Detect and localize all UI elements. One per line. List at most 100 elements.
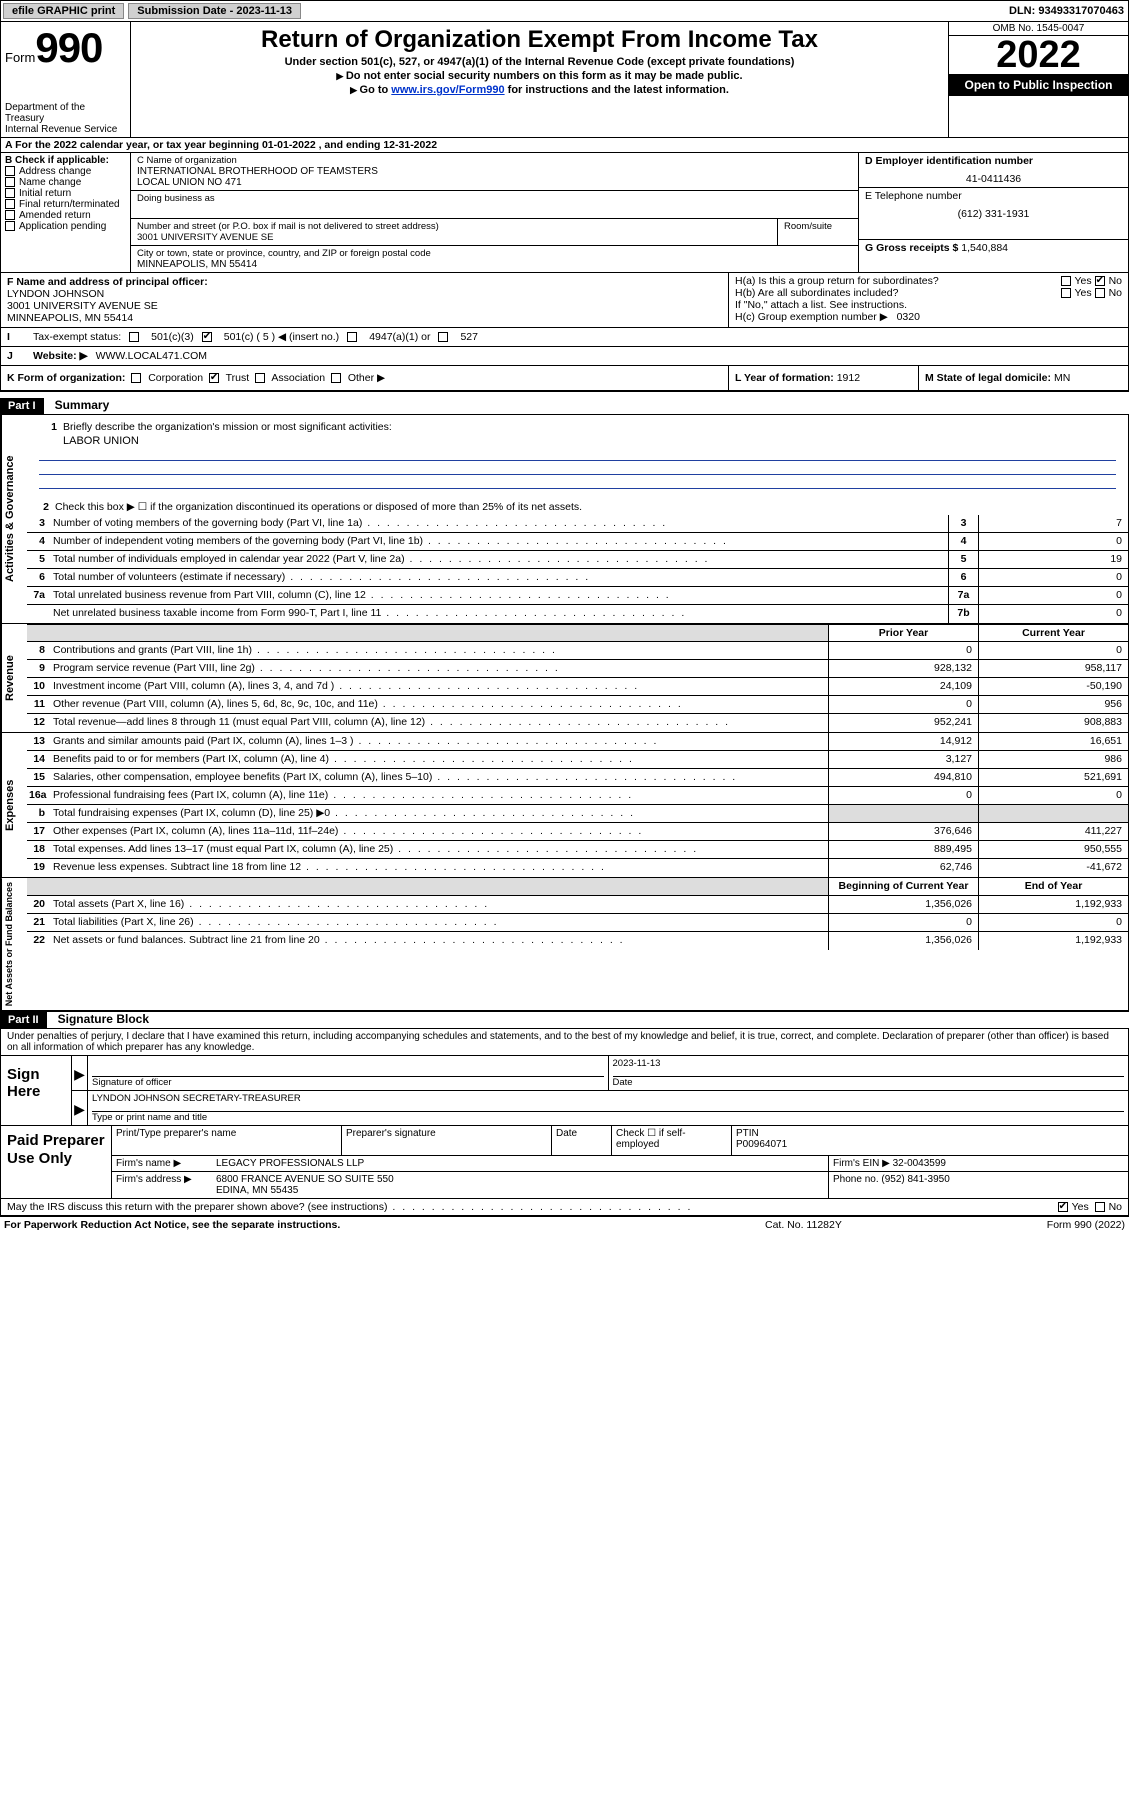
chk-address-change-label: Address change [19,166,91,177]
top-bar: efile GRAPHIC print Submission Date - 20… [0,0,1129,22]
org-name-label: C Name of organization [137,155,852,166]
dba-label: Doing business as [137,193,852,204]
chk-trust[interactable] [209,373,219,383]
submission-date-button[interactable]: Submission Date - 2023-11-13 [128,3,301,19]
eoy-header: End of Year [978,878,1128,895]
lbl-4947: 4947(a)(1) or [369,331,430,343]
part-i-header: Part I Summary [0,398,1129,415]
firm-name-value: LEGACY PROFESSIONALS LLP [212,1156,828,1171]
table-row: 15Salaries, other compensation, employee… [27,769,1128,787]
line-text: Contributions and grants (Part VIII, lin… [51,642,828,659]
line-1-num: 1 [39,421,63,433]
dln-label: DLN: [1009,5,1038,17]
section-bcd: B Check if applicable: Address change Na… [0,153,1129,273]
line-text: Grants and similar amounts paid (Part IX… [51,733,828,750]
prep-name-label: Print/Type preparer's name [116,1128,337,1139]
line-num: 11 [27,696,51,713]
chk-527[interactable] [438,332,448,342]
efile-print-button[interactable]: efile GRAPHIC print [3,3,124,19]
rule-3 [39,475,1116,489]
h-b-note: If "No," attach a list. See instructions… [735,299,1122,311]
prior-value: 24,109 [828,678,978,695]
chk-application-pending[interactable]: Application pending [5,221,126,232]
line-value: 0 [978,533,1128,550]
form-subtitle-2: Do not enter social security numbers on … [139,70,940,82]
prior-value: 62,746 [828,859,978,877]
gov-row: Net unrelated business taxable income fr… [27,605,1128,623]
line-value: 0 [978,587,1128,604]
paid-preparer-label: Paid Preparer Use Only [1,1126,111,1198]
line-text: Total liabilities (Part X, line 26) [51,914,828,931]
line-ref: 5 [948,551,978,568]
chk-amended-return[interactable]: Amended return [5,210,126,221]
line-ref: 6 [948,569,978,586]
section-revenue: Revenue Prior Year Current Year 8Contrib… [0,624,1129,733]
table-row: 9Program service revenue (Part VIII, lin… [27,660,1128,678]
chk-4947[interactable] [347,332,357,342]
current-value: 521,691 [978,769,1128,786]
hb-no-checkbox[interactable] [1095,288,1105,298]
chk-501c[interactable] [202,332,212,342]
submission-date-label: Submission Date - [137,5,236,17]
paperwork-notice: For Paperwork Reduction Act Notice, see … [4,1219,765,1231]
sig-date-value: 2023-11-13 [613,1058,1125,1076]
chk-initial-return[interactable]: Initial return [5,188,126,199]
ha-no-checkbox[interactable] [1095,276,1105,286]
line-text: Total unrelated business revenue from Pa… [51,587,948,604]
chk-address-change[interactable]: Address change [5,166,126,177]
goto-post: for instructions and the latest informat… [505,84,729,96]
website-label: Website: ▶ [33,350,88,362]
hb-yes-checkbox[interactable] [1061,288,1071,298]
line-text: Net assets or fund balances. Subtract li… [51,932,828,950]
revenue-header-row: Prior Year Current Year [27,624,1128,642]
mayirs-yes-checkbox[interactable] [1058,1202,1068,1212]
line-num: 14 [27,751,51,768]
firm-ein-label: Firm's EIN ▶ [833,1158,890,1169]
chk-501c3[interactable] [129,332,139,342]
part-i-badge: Part I [0,398,44,414]
tel-label: E Telephone number [865,190,1122,202]
gross-label: G Gross receipts $ [865,242,961,254]
line-value: 7 [978,515,1128,532]
prior-value: 14,912 [828,733,978,750]
street-label: Number and street (or P.O. box if mail i… [137,221,771,232]
firm-addr-1: 6800 FRANCE AVENUE SO SUITE 550 [216,1174,824,1185]
lbl-501c3: 501(c)(3) [151,331,194,343]
tax-year: 2022 [949,36,1128,74]
box-b-header: B Check if applicable: [5,155,126,166]
irs-link[interactable]: www.irs.gov/Form990 [391,84,504,96]
line-num: 10 [27,678,51,695]
chk-corp[interactable] [131,373,141,383]
current-value [978,805,1128,822]
form-word: Form [5,50,35,65]
prior-value: 3,127 [828,751,978,768]
line-text: Salaries, other compensation, employee b… [51,769,828,786]
line-text: Other expenses (Part IX, column (A), lin… [51,823,828,840]
prior-value: 952,241 [828,714,978,732]
chk-final-return[interactable]: Final return/terminated [5,199,126,210]
officer-addr2: MINNEAPOLIS, MN 55414 [7,312,722,324]
chk-other[interactable] [331,373,341,383]
dept-treasury: Department of the Treasury [5,102,126,124]
chk-assoc[interactable] [255,373,265,383]
ha-yes-checkbox[interactable] [1061,276,1071,286]
dln-value: 93493317070463 [1038,5,1124,17]
line-text: Total expenses. Add lines 13–17 (must eq… [51,841,828,858]
prior-value: 494,810 [828,769,978,786]
line-num: 18 [27,841,51,858]
row-j-letter: J [7,350,25,362]
prep-sig-label: Preparer's signature [342,1126,552,1155]
tel-value: (612) 331-1931 [865,208,1122,220]
ha-no-label: No [1109,275,1122,287]
row-a-tax-year: A For the 2022 calendar year, or tax yea… [0,138,1129,153]
mayirs-no-checkbox[interactable] [1095,1202,1105,1212]
ptin-label: PTIN [736,1128,1124,1139]
prior-value: 1,356,026 [828,896,978,913]
form-subtitle-3: Go to www.irs.gov/Form990 for instructio… [139,84,940,96]
mayirs-no-label: No [1109,1201,1122,1213]
lbl-assoc: Association [271,372,325,384]
line-num: 20 [27,896,51,913]
line-ref: 4 [948,533,978,550]
form-ref: Form 990 (2022) [965,1219,1125,1231]
chk-name-change[interactable]: Name change [5,177,126,188]
